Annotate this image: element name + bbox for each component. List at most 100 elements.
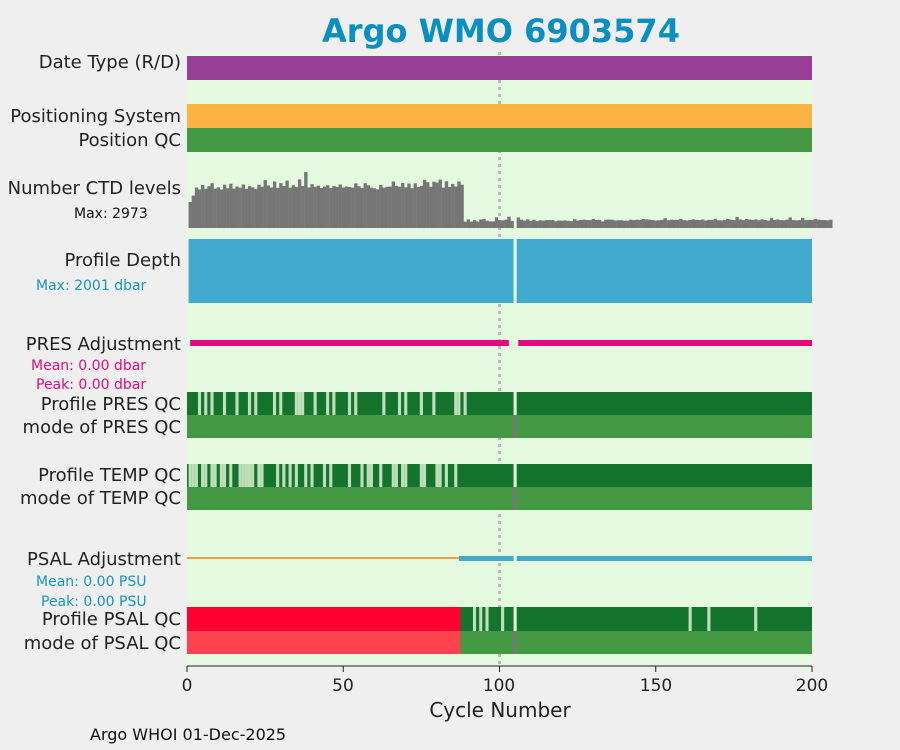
ctd-level-bar	[763, 220, 767, 228]
ctd-level-bar	[654, 220, 658, 228]
ctd-level-bar	[813, 218, 817, 228]
ctd-level-bar	[226, 188, 230, 228]
ctd-level-bar	[688, 220, 692, 228]
ctd-level-bar	[791, 220, 796, 228]
ctd-level-bar	[585, 220, 589, 228]
profile-temp-qc-light-cell	[251, 464, 255, 487]
profile-temp-qc-light-cell	[329, 464, 333, 487]
profile-temp-qc-label: Profile TEMP QC	[38, 465, 181, 486]
ctd-level-bar	[429, 186, 433, 228]
ctd-level-bar	[619, 220, 624, 228]
ctd-level-bar	[538, 220, 542, 228]
profile-psal-qc-light-cell	[479, 607, 483, 631]
ctd-level-bar	[829, 219, 833, 228]
ctd-level-bar	[385, 186, 389, 228]
ctd-level-bar	[388, 186, 392, 228]
ctd-level-bar	[788, 217, 792, 228]
profile-pres-qc-light-cell	[432, 392, 436, 415]
ctd-level-bar	[435, 182, 439, 228]
ctd-level-bar	[519, 219, 524, 228]
profile-temp-qc-light-cell	[438, 464, 442, 487]
ctd-level-bar	[457, 181, 461, 228]
ctd-level-bar	[776, 219, 780, 228]
ctd-level-bar	[232, 188, 236, 228]
ctd-level-bar	[710, 219, 714, 228]
ctd-level-bar	[344, 186, 349, 228]
ctd-level-bar	[191, 195, 196, 228]
ctd-level-bar	[601, 221, 605, 228]
profile-pres-qc-light-cell	[326, 392, 330, 415]
ctd-level-bar	[394, 185, 399, 228]
mode-temp-qc-label: mode of TEMP QC	[19, 488, 181, 509]
position-qc-label: Position QC	[78, 130, 181, 151]
ctd-level-bar	[588, 220, 592, 228]
ctd-level-bar	[626, 220, 630, 228]
psal-adjustment-label: PSAL Adjustment	[26, 549, 181, 570]
profile-temp-qc-light-cell	[435, 464, 439, 487]
profile-psal-qc-missing-cell	[513, 607, 517, 631]
ctd-level-bar	[591, 218, 596, 228]
ctd-level-bar	[347, 186, 352, 228]
profile-temp-qc-light-cell	[379, 464, 383, 487]
ctd-level-bar	[610, 219, 614, 228]
ctd-level-bar	[419, 185, 424, 228]
ctd-level-bar	[422, 179, 427, 228]
psal-mean-label: Mean: 0.00 PSU	[36, 574, 147, 590]
ctd-level-bar	[497, 220, 502, 228]
profile-pres-qc-label: Profile PRES QC	[40, 394, 181, 415]
ctd-level-bar	[426, 182, 430, 228]
profile-temp-qc-light-cell	[219, 464, 223, 487]
ctd-level-bar	[369, 187, 374, 228]
ctd-level-bar	[266, 185, 271, 228]
ctd-level-bar	[738, 219, 742, 228]
ctd-level-bar	[629, 219, 633, 228]
profile-temp-qc-light-cell	[304, 464, 308, 487]
position-qc-bar	[187, 128, 812, 152]
ctd-level-bar	[651, 220, 655, 228]
profile-temp-qc-light-cell	[366, 464, 370, 487]
profile-pres-qc-light-cell	[419, 392, 423, 415]
ctd-level-bar	[216, 187, 221, 228]
profile-temp-qc-light-cell	[454, 464, 458, 487]
ctd-max-label: Max: 2973	[74, 206, 148, 222]
ctd-level-bar	[291, 185, 296, 228]
profile-temp-qc-good	[187, 464, 812, 487]
ctd-level-bar	[572, 219, 577, 228]
ctd-level-bar	[207, 186, 211, 228]
ctd-level-bar	[229, 183, 233, 228]
ctd-level-bar	[263, 180, 267, 228]
positioning-system-label: Positioning System	[10, 106, 181, 127]
profile-pres-qc-missing-cell	[513, 392, 517, 415]
ctd-level-bar	[441, 187, 446, 228]
ctd-level-bar	[541, 220, 546, 228]
profile-temp-qc-light-cell	[257, 464, 261, 487]
ctd-level-bar	[335, 186, 339, 228]
profile-temp-qc-light-cell	[322, 464, 327, 487]
ctd-level-bar	[532, 219, 536, 228]
ctd-level-bar	[438, 179, 442, 228]
ctd-level-bar	[494, 217, 499, 228]
profile-pres-qc-light-cell	[294, 392, 298, 415]
profile-temp-qc-light-cell	[222, 464, 227, 487]
ctd-level-bar	[279, 183, 283, 228]
ctd-level-bar	[454, 186, 458, 228]
ctd-level-bar	[488, 221, 492, 228]
chart-title: Argo WMO 6903574	[322, 12, 680, 50]
mode-pres-qc-label: mode of PRES QC	[22, 417, 181, 438]
profile-temp-qc-light-cell	[247, 464, 252, 487]
ctd-level-bar	[310, 184, 314, 228]
profile-pres-qc-light-cell	[272, 392, 277, 415]
ctd-level-bar	[404, 187, 408, 228]
positioning-system-bar	[187, 104, 812, 128]
ctd-level-bar	[376, 189, 380, 228]
mode-psal-qc-missing-cell	[513, 631, 517, 654]
ctd-level-bar	[194, 187, 199, 228]
ctd-level-bar	[451, 183, 455, 228]
ctd-level-bar	[638, 220, 642, 228]
mode-psal-qc-label: mode of PSAL QC	[23, 633, 181, 654]
ctd-level-bar	[372, 188, 377, 228]
ctd-level-bar	[822, 220, 827, 228]
profile-psal-qc-light-cell	[501, 607, 505, 631]
profile-temp-qc-light-cell	[260, 464, 264, 487]
